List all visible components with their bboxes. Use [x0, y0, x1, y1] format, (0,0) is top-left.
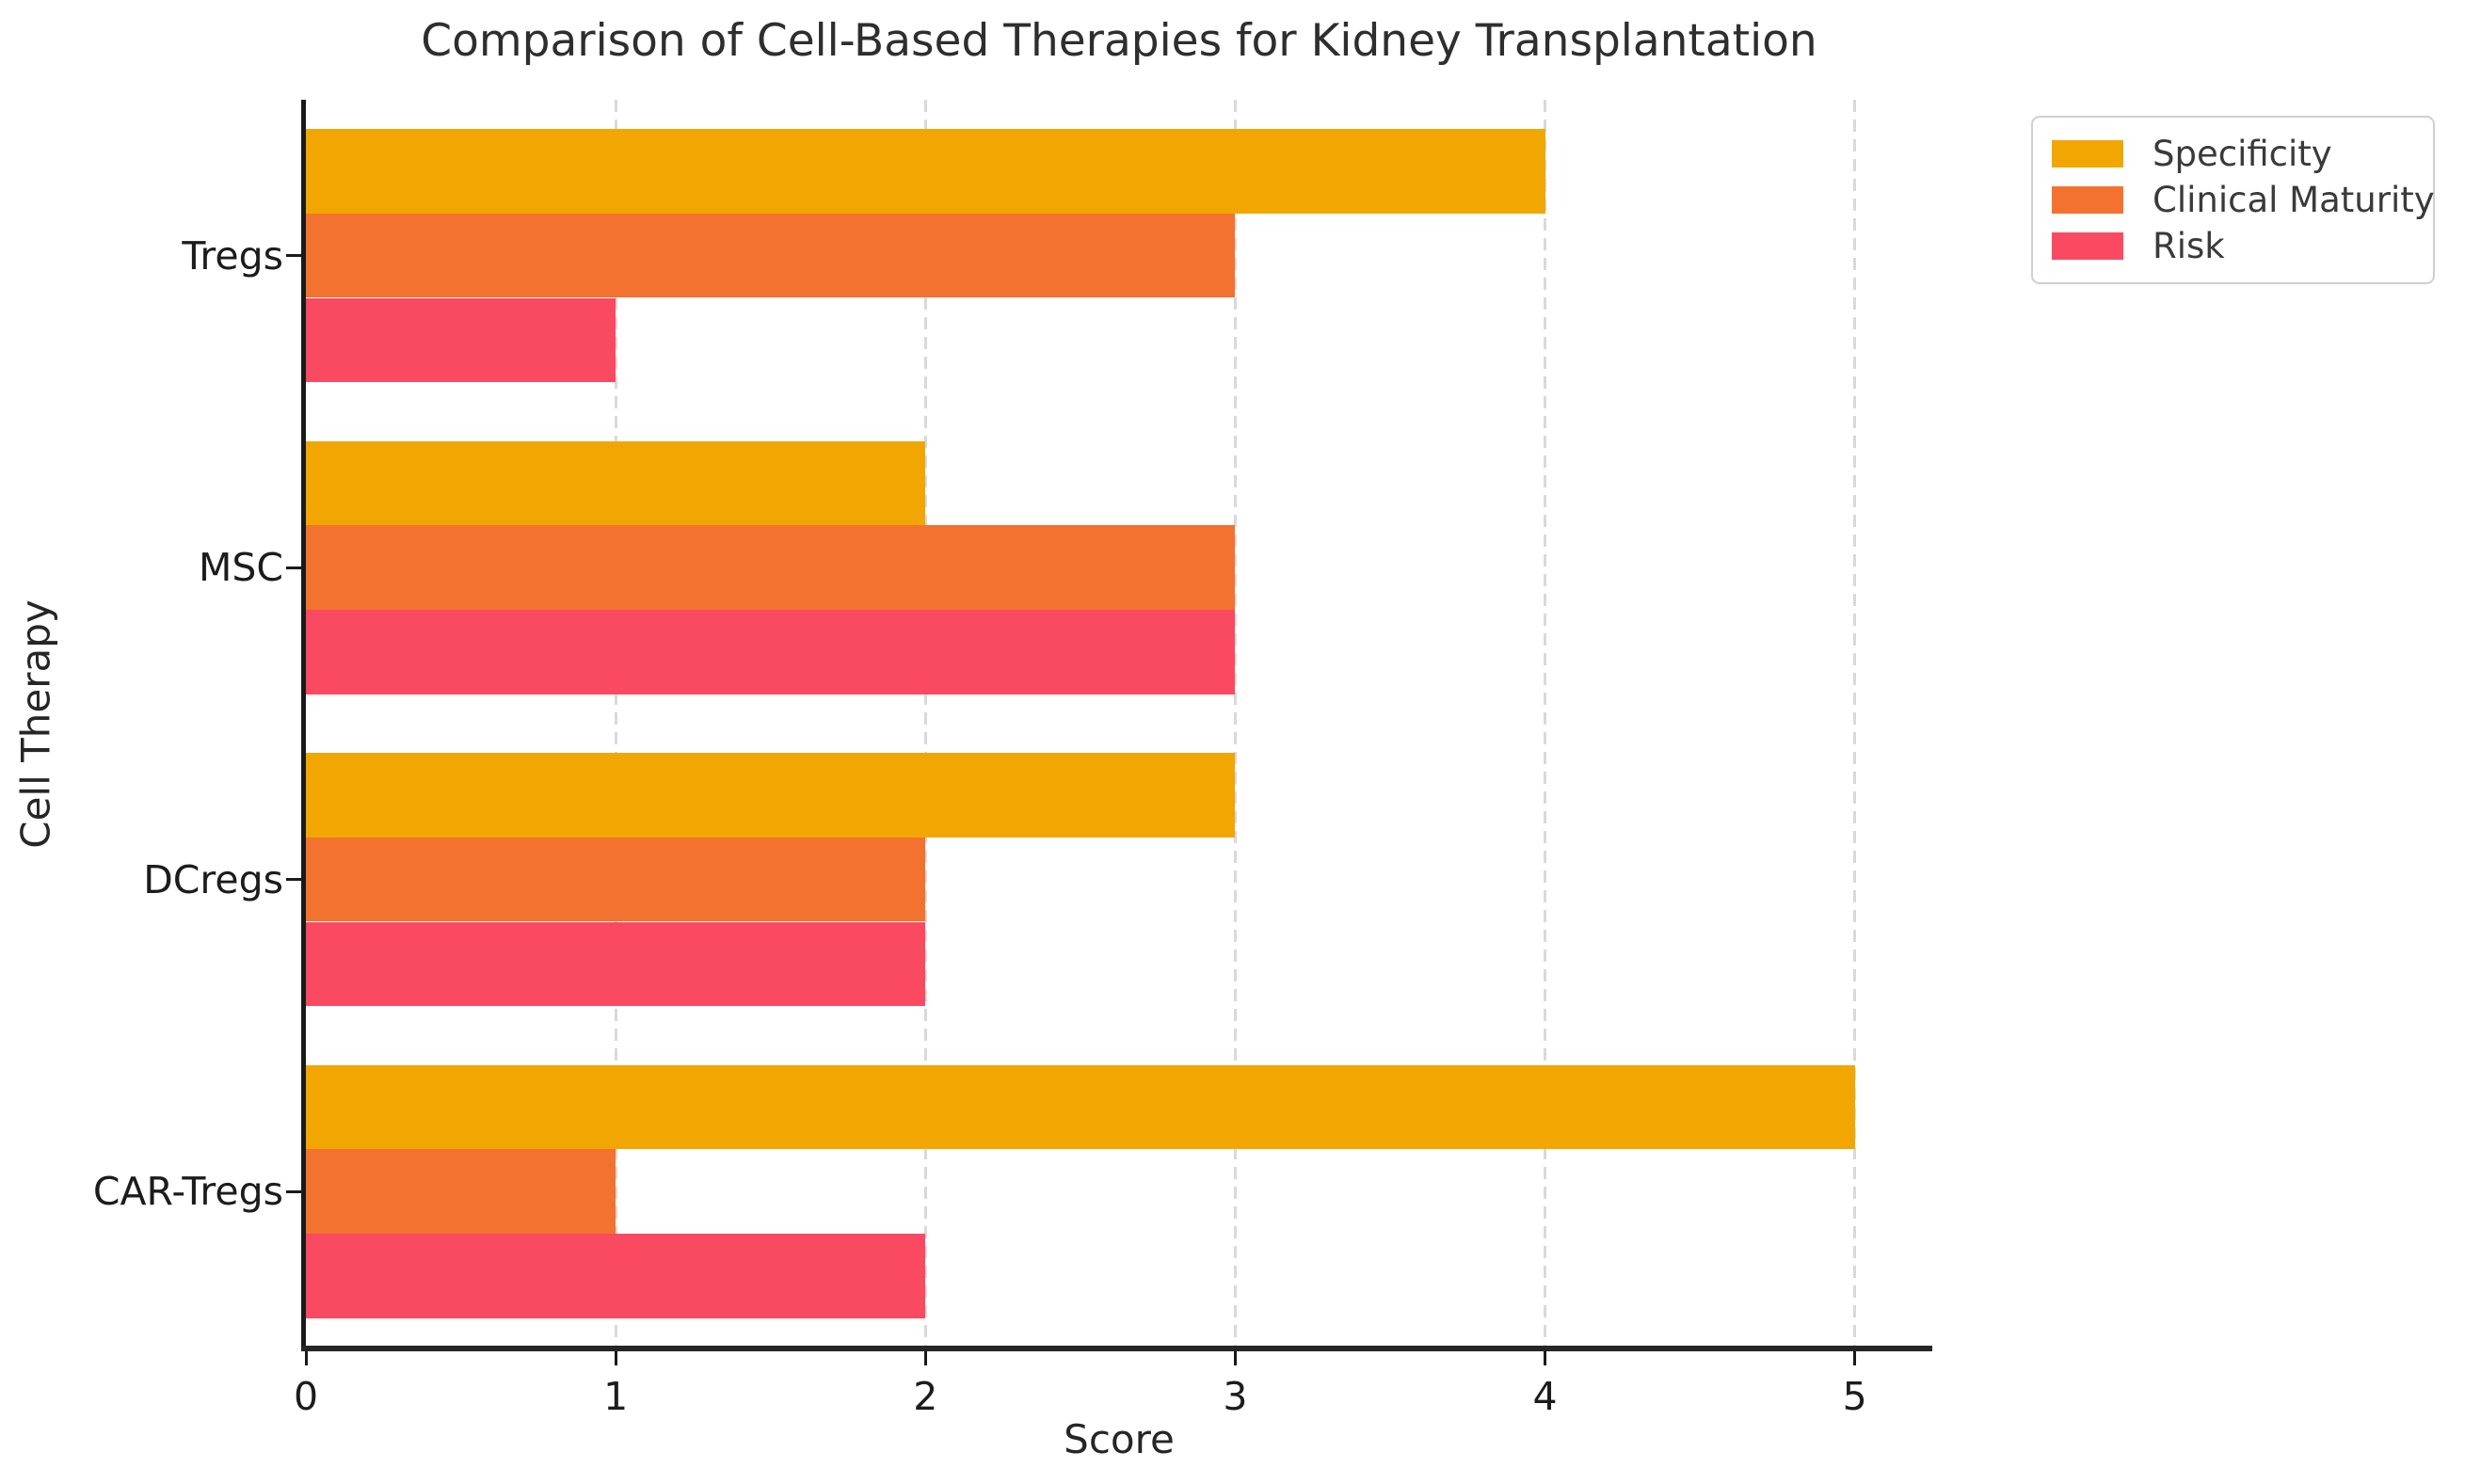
bar-msc-risk — [306, 610, 1236, 694]
legend: Specificity Clinical Maturity Risk — [2031, 116, 2435, 284]
y-tick-label-3: DCregs — [143, 856, 283, 902]
x-tick-mark-1 — [614, 1351, 617, 1365]
bar-dcregs-specificity — [306, 753, 1236, 838]
x-tick-mark-5 — [1853, 1351, 1857, 1365]
gridline-x1 — [614, 100, 617, 1348]
x-tick-mark-4 — [1544, 1351, 1547, 1365]
bar-tregs-clinical-maturity — [306, 213, 1236, 298]
y-tick-mark-2 — [286, 566, 301, 569]
bar-dcregs-risk — [306, 921, 926, 1006]
x-tick-label-3: 3 — [1223, 1374, 1248, 1419]
gridline-x4 — [1544, 100, 1547, 1348]
bar-car-tregs-specificity — [306, 1064, 1855, 1150]
x-tick-mark-2 — [923, 1351, 927, 1365]
x-tick-mark-3 — [1233, 1351, 1237, 1365]
gridline-x5 — [1853, 100, 1857, 1348]
legend-label: Clinical Maturity — [2153, 180, 2435, 220]
bar-msc-specificity — [306, 440, 926, 526]
x-tick-label-4: 4 — [1532, 1374, 1558, 1419]
legend-label: Specificity — [2153, 134, 2332, 174]
legend-label: Risk — [2153, 226, 2225, 266]
bar-msc-clinical-maturity — [306, 525, 1236, 610]
gridline-x3 — [1233, 100, 1237, 1348]
x-tick-mark-0 — [304, 1351, 308, 1365]
plot-area: Tregs MSC DCregs CAR-Tregs 0 1 2 3 4 5 — [93, 100, 1932, 1419]
legend-item-clinical-maturity: Clinical Maturity — [2052, 180, 2435, 220]
x-tick-label-0: 0 — [293, 1374, 319, 1419]
y-tick-mark-4 — [286, 1189, 301, 1193]
chart-title: Comparison of Cell-Based Therapies for K… — [421, 15, 1817, 67]
x-tick-label-5: 5 — [1842, 1374, 1867, 1419]
y-axis-spine — [301, 100, 306, 1350]
bar-car-tregs-risk — [306, 1234, 926, 1318]
y-tick-mark-3 — [286, 878, 301, 882]
bar-tregs-risk — [306, 297, 616, 382]
x-tick-label-1: 1 — [603, 1374, 629, 1419]
x-tick-label-2: 2 — [913, 1374, 938, 1419]
y-tick-label-1: Tregs — [182, 232, 283, 279]
gridline-x2 — [923, 100, 927, 1348]
bar-tregs-specificity — [306, 129, 1545, 214]
y-tick-label-4: CAR-Tregs — [92, 1169, 283, 1215]
y-tick-label-2: MSC — [198, 545, 283, 591]
legend-item-risk: Risk — [2052, 226, 2414, 266]
bar-car-tregs-clinical-maturity — [306, 1149, 616, 1234]
legend-swatch-icon — [2052, 232, 2123, 260]
legend-item-specificity: Specificity — [2052, 134, 2414, 174]
x-axis-spine — [301, 1346, 1932, 1351]
legend-swatch-icon — [2052, 186, 2123, 214]
y-tick-mark-1 — [286, 254, 301, 258]
bar-dcregs-clinical-maturity — [306, 837, 926, 922]
legend-swatch-icon — [2052, 140, 2123, 168]
x-axis-label: Score — [1064, 1416, 1175, 1462]
